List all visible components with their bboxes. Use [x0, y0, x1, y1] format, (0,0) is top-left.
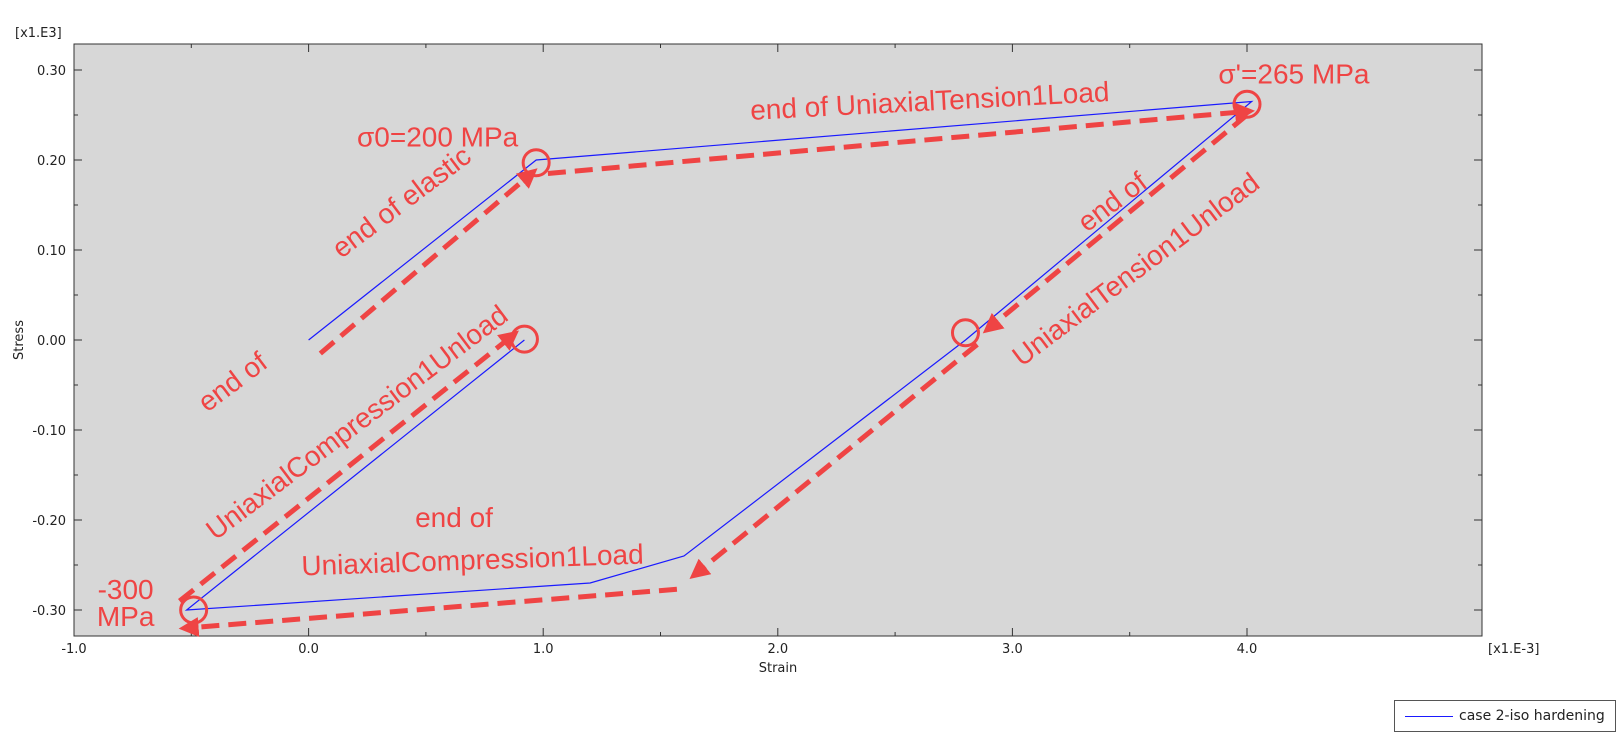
- circle-marker: [509, 324, 539, 354]
- x-tick-label: 4.0: [1237, 642, 1258, 657]
- y-tick-label: -0.10: [32, 424, 66, 439]
- circle-marker: [950, 318, 980, 348]
- circle-marker: [521, 148, 551, 178]
- x-tick-label: 2.0: [767, 642, 788, 657]
- x-tick-label: 1.0: [533, 642, 554, 657]
- annotation-label: end of: [415, 502, 493, 533]
- dashed-arrow: [178, 586, 678, 638]
- dashed-arrow: [178, 330, 519, 603]
- y-axis-title: Stress: [12, 320, 27, 360]
- y-tick-label: 0.20: [37, 154, 66, 169]
- circle-marker: [179, 595, 209, 625]
- dashed-arrow: [982, 113, 1249, 334]
- y-tick-label: -0.20: [32, 514, 66, 529]
- annotation-label: -300: [98, 574, 154, 605]
- y-tick-label: 0.10: [37, 244, 66, 259]
- annotation-label: σ'=265 MPa: [1218, 59, 1369, 90]
- y-multiplier-label: [x1.E3]: [15, 26, 62, 41]
- y-tick-label: -0.30: [32, 604, 66, 619]
- legend-swatch: [1405, 716, 1453, 717]
- plot-area: [73, 43, 1483, 637]
- dashed-arrow: [547, 102, 1255, 176]
- y-tick-label: 0.30: [37, 64, 66, 79]
- x-axis-title: Strain: [759, 661, 798, 676]
- x-multiplier-label: [x1.E-3]: [1488, 642, 1539, 657]
- series-line: [184, 100, 1254, 611]
- x-tick-label: 0.0: [298, 642, 319, 657]
- x-tick-label: -1.0: [61, 642, 86, 657]
- x-tick-label: 3.0: [1002, 642, 1023, 657]
- legend: case 2-iso hardening: [1394, 700, 1616, 732]
- annotation-label: MPa: [97, 601, 155, 632]
- dashed-arrow: [318, 168, 538, 356]
- legend-label: case 2-iso hardening: [1459, 708, 1605, 724]
- circle-marker: [1232, 89, 1262, 119]
- y-tick-label: 0.00: [37, 334, 66, 349]
- annotation-label: σ0=200 MPa: [357, 122, 519, 153]
- dashed-arrow: [689, 342, 979, 580]
